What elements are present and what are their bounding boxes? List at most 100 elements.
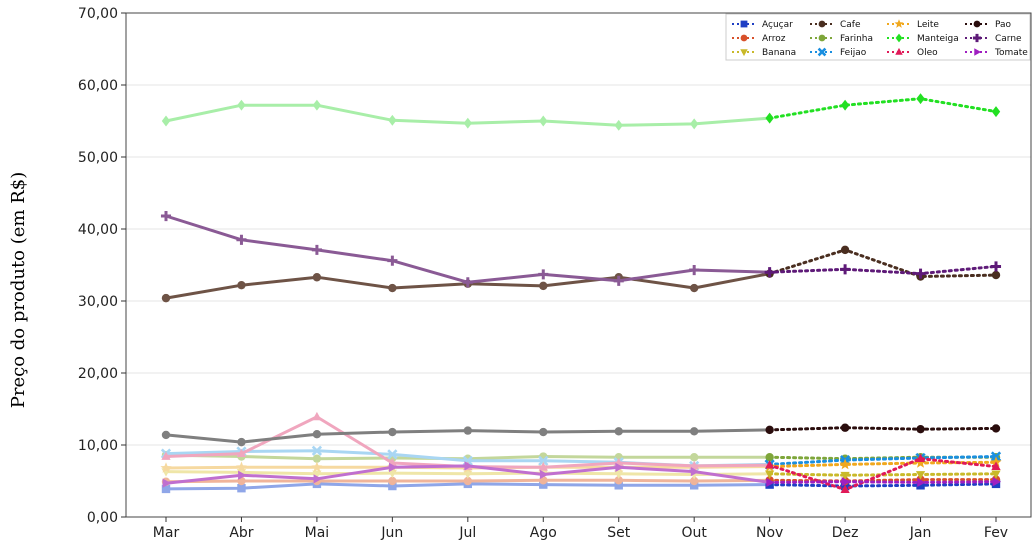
data-point bbox=[463, 426, 473, 435]
data-point bbox=[237, 437, 246, 447]
data-point bbox=[764, 267, 775, 278]
data-point bbox=[539, 281, 548, 291]
legend-marker bbox=[817, 47, 827, 57]
data-point bbox=[915, 453, 926, 463]
data-point bbox=[387, 469, 397, 479]
data-point bbox=[916, 424, 925, 434]
y-tick-label: 10,00 bbox=[78, 438, 118, 454]
data-point bbox=[614, 481, 623, 490]
data-point bbox=[915, 471, 926, 480]
legend-label: Cafe bbox=[840, 20, 861, 30]
data-point bbox=[765, 453, 774, 462]
series-line-forecast bbox=[768, 97, 998, 120]
data-point bbox=[311, 445, 323, 456]
data-point bbox=[160, 211, 172, 222]
data-point bbox=[538, 455, 549, 466]
data-point bbox=[991, 270, 1001, 280]
y-tick-label: 50,00 bbox=[78, 150, 118, 166]
data-point bbox=[841, 477, 851, 487]
legend-label: Oleo bbox=[917, 48, 938, 58]
data-point bbox=[312, 454, 322, 463]
data-point bbox=[539, 469, 549, 480]
legend-label: Banana bbox=[762, 48, 796, 58]
x-tick-label: Nov bbox=[756, 525, 783, 540]
data-point bbox=[235, 461, 247, 473]
series-line-forecast bbox=[768, 248, 998, 279]
legend-entry: Carne bbox=[965, 33, 1022, 44]
legend-label: Arroz bbox=[762, 34, 786, 44]
data-point bbox=[839, 458, 851, 470]
data-point bbox=[388, 481, 397, 491]
data-point bbox=[388, 283, 397, 293]
legend-entry: Banana bbox=[732, 48, 796, 58]
data-point bbox=[312, 470, 322, 479]
series-line-observed bbox=[165, 214, 770, 284]
x-tick-label: Abr bbox=[229, 525, 253, 540]
legend-marker bbox=[740, 20, 748, 28]
data-point bbox=[312, 273, 322, 282]
data-point bbox=[313, 474, 322, 484]
data-point bbox=[389, 462, 398, 472]
data-point bbox=[463, 117, 473, 129]
data-point bbox=[463, 470, 473, 479]
data-point bbox=[690, 467, 700, 477]
x-axis-ticks: Mar Abr Mai Jun Jul Ago Set Out Nov Dez Jan Fev bbox=[153, 517, 1008, 540]
data-point bbox=[689, 283, 699, 293]
legend-label: Farinha bbox=[840, 34, 873, 44]
x-tick-label: Out bbox=[681, 525, 707, 540]
series-pao bbox=[161, 423, 1001, 447]
series-line-forecast bbox=[768, 426, 998, 432]
data-point bbox=[161, 451, 171, 460]
data-point bbox=[915, 268, 926, 279]
data-point bbox=[765, 470, 775, 479]
legend-entry: Pao bbox=[965, 20, 1012, 30]
data-point bbox=[387, 449, 398, 460]
data-point bbox=[237, 99, 246, 111]
legend-entry: Feijao bbox=[810, 47, 867, 58]
legend-entry: Leite bbox=[887, 19, 939, 30]
data-point bbox=[237, 484, 246, 493]
grid bbox=[126, 12, 1031, 518]
data-point bbox=[991, 106, 1001, 118]
legend-marker bbox=[895, 33, 903, 43]
data-point bbox=[312, 411, 322, 421]
data-point bbox=[915, 457, 927, 468]
series-carne bbox=[160, 211, 1002, 288]
legend-entry: Arroz bbox=[732, 34, 786, 44]
series-cafe bbox=[161, 245, 1001, 303]
data-point bbox=[840, 245, 850, 255]
x-tick-label: Jan bbox=[909, 525, 932, 540]
y-tick-label: 20,00 bbox=[78, 366, 118, 382]
data-point bbox=[614, 119, 623, 131]
data-point bbox=[840, 99, 850, 111]
series-line-forecast bbox=[768, 455, 998, 466]
series-tomate bbox=[162, 461, 1002, 488]
x-tick-label: Ago bbox=[530, 525, 557, 540]
data-point bbox=[765, 460, 775, 469]
data-point bbox=[160, 462, 172, 473]
series-line-forecast bbox=[768, 480, 998, 484]
series-line-forecast bbox=[768, 457, 998, 492]
data-point bbox=[916, 481, 925, 490]
series-layer bbox=[160, 93, 1002, 494]
legend-marker bbox=[740, 49, 748, 57]
data-point bbox=[312, 430, 322, 439]
legend: Açuçar Arroz Banana Cafe Farinha Feijao Leite M… bbox=[725, 13, 1031, 61]
data-point bbox=[689, 460, 699, 470]
data-point bbox=[992, 477, 1002, 487]
data-point bbox=[311, 244, 322, 255]
y-tick-label: 40,00 bbox=[78, 222, 118, 238]
legend-label: Manteiga bbox=[917, 34, 959, 44]
x-tick-label: Fev bbox=[984, 525, 1008, 540]
y-axis-ticks: 0,00 10,00 20,00 30,00 40,00 50,00 60,00 70,00 bbox=[78, 6, 126, 526]
data-point bbox=[990, 261, 1002, 272]
data-point bbox=[689, 265, 700, 276]
legend-label: Leite bbox=[917, 20, 939, 30]
legend-entry: Açuçar bbox=[732, 20, 793, 30]
data-point bbox=[840, 264, 851, 275]
data-point bbox=[765, 112, 774, 124]
data-point bbox=[689, 118, 699, 130]
legend-label: Pao bbox=[995, 20, 1012, 30]
data-point bbox=[237, 280, 246, 290]
legend-entry: Cafe bbox=[810, 20, 861, 30]
